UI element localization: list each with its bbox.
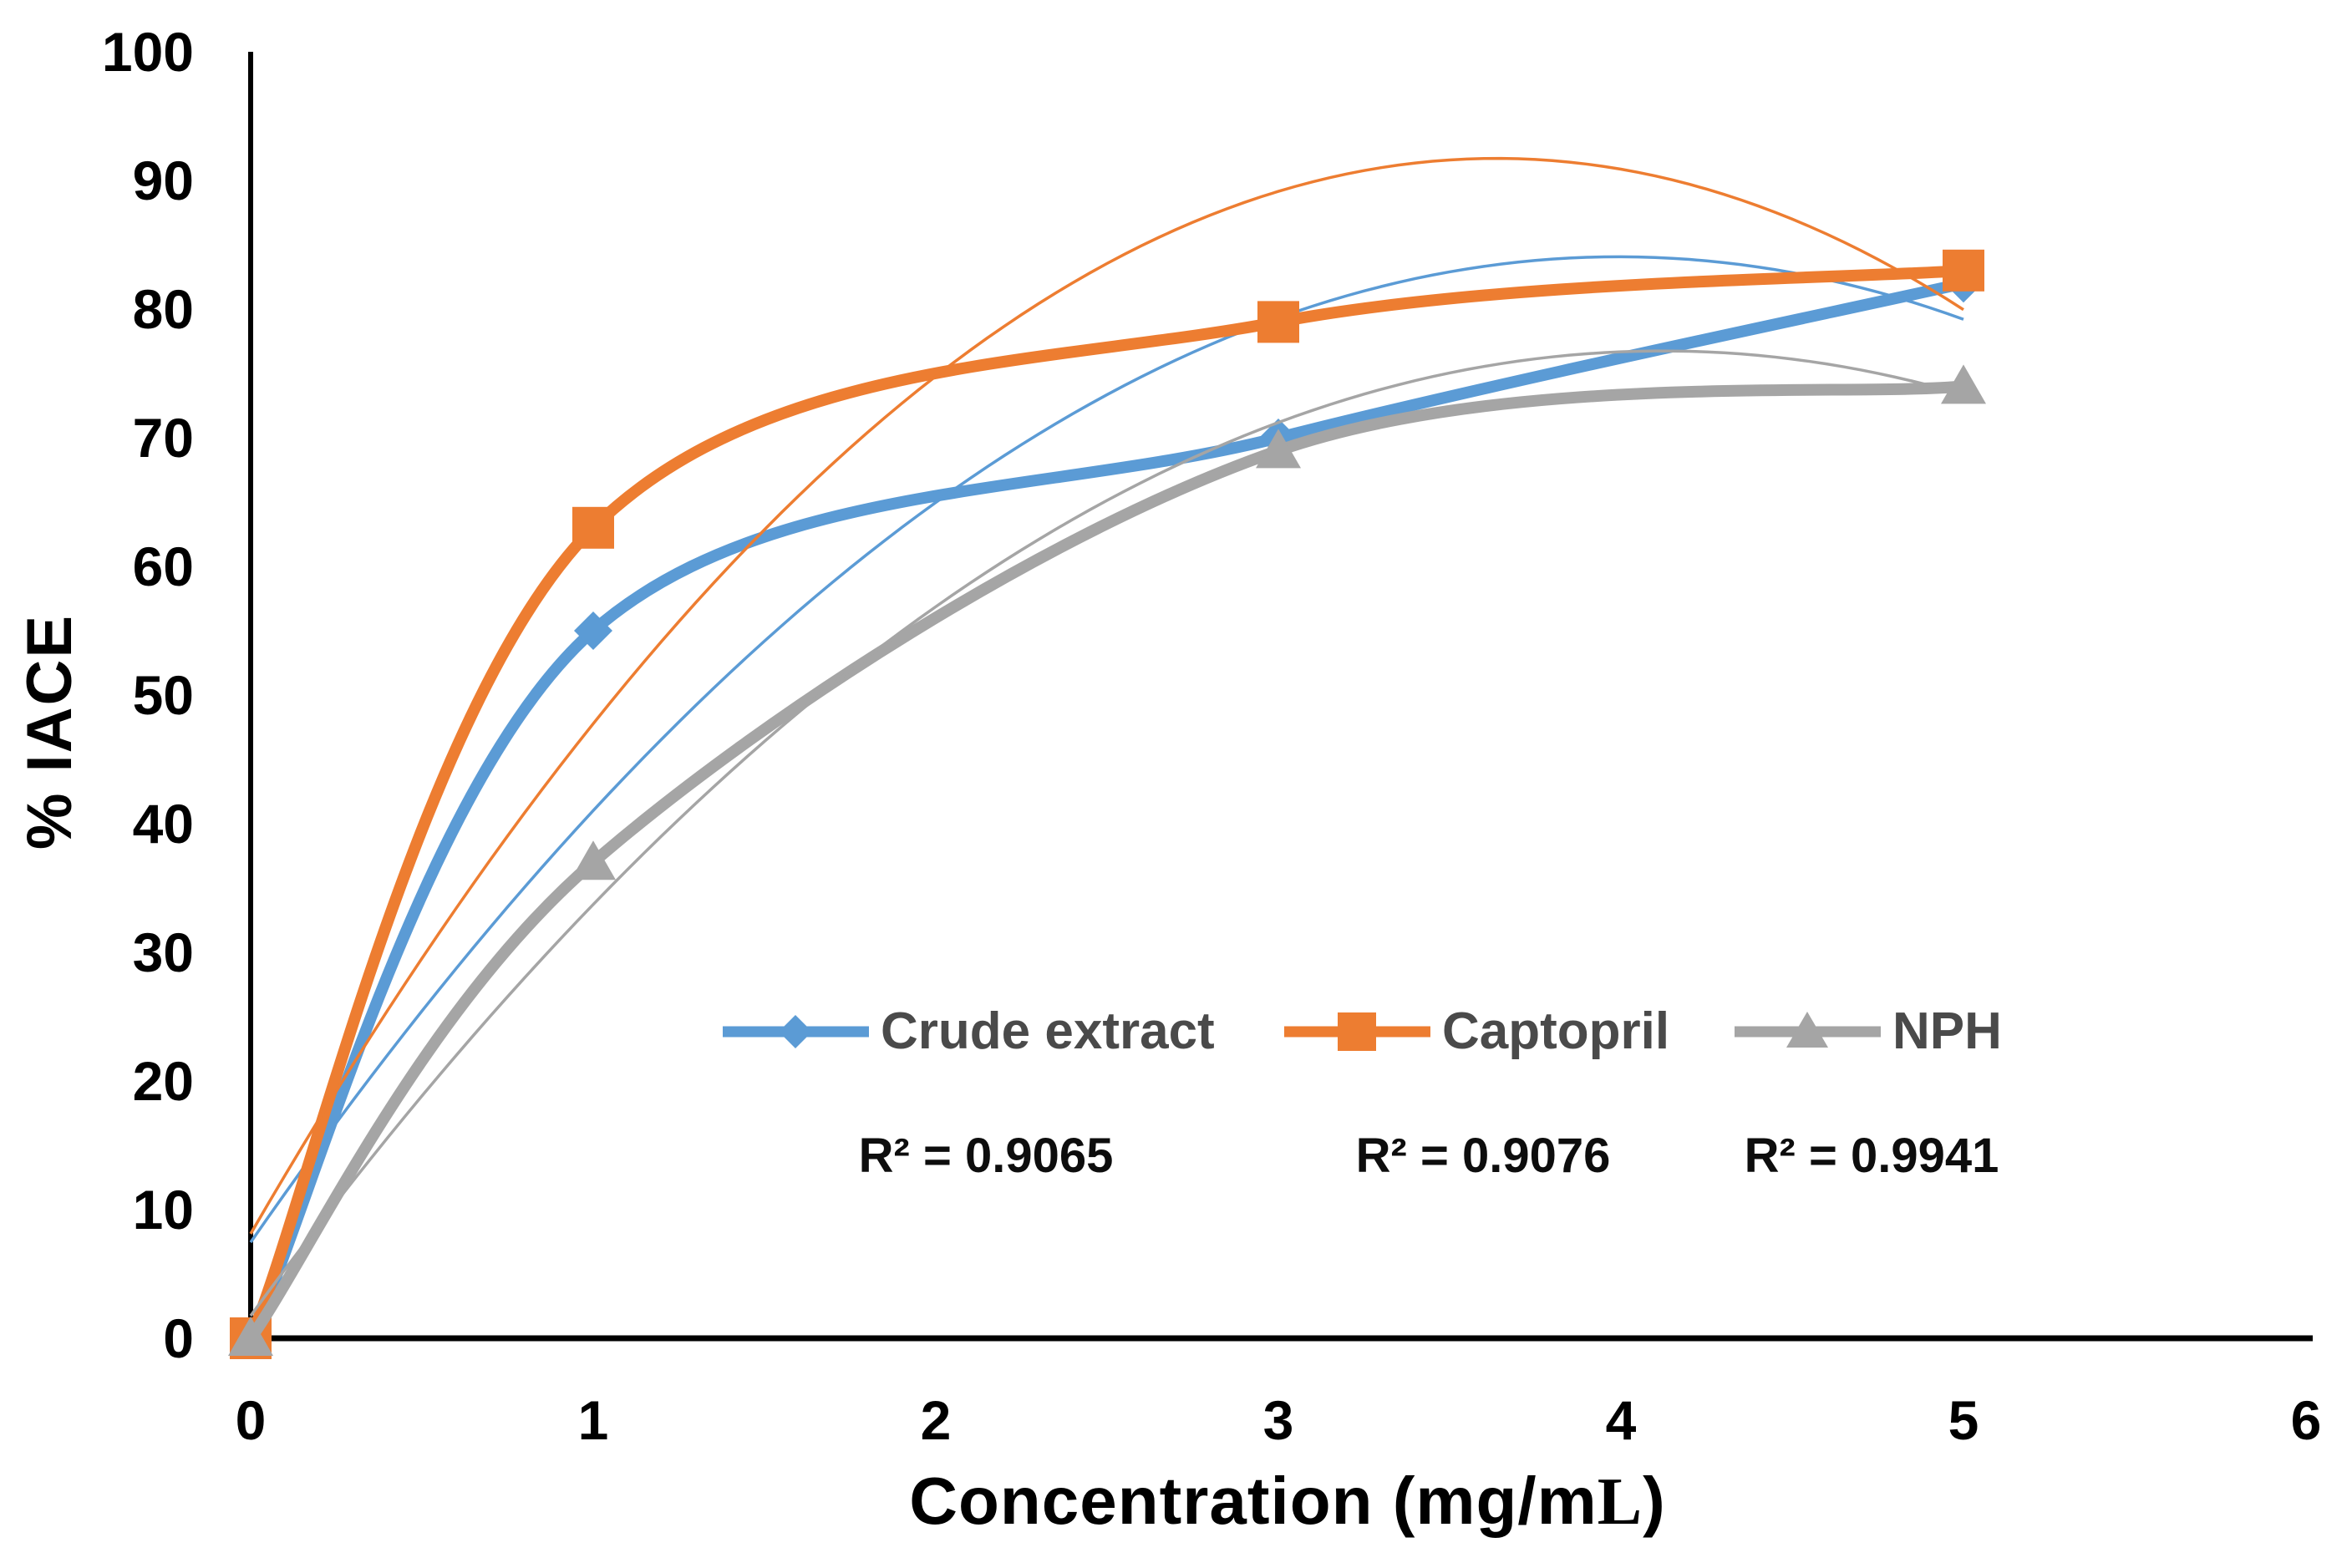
y-tick-label-90: 90 [132, 150, 194, 211]
y-tick-label-10: 10 [132, 1179, 194, 1241]
x-tick-label-3: 3 [1262, 1389, 1294, 1451]
x-axis-title-part: L [1597, 1465, 1643, 1539]
y-tick-label-100: 100 [101, 21, 194, 83]
marker-1-3 [1943, 249, 1984, 292]
trendline-0 [249, 255, 1964, 1244]
legend-label-nph: NPH [1892, 1002, 2002, 1060]
crude-extract-line-marker-icon [723, 1015, 869, 1048]
series-line-2 [245, 380, 1969, 1344]
marker-1-2 [1257, 301, 1299, 343]
trendline-2 [249, 349, 1964, 1317]
legend-item-nph: NPH [1735, 1005, 2002, 1058]
legend-item-crude-extract: Crude extract [723, 1005, 1215, 1058]
legend-marker [779, 1015, 812, 1048]
marker-2-2 [1256, 429, 1301, 469]
legend-label-crude-extract: Crude extract [881, 1002, 1215, 1060]
y-tick-label-50: 50 [132, 664, 194, 726]
y-tick-label-80: 80 [132, 278, 194, 340]
series-line-1 [245, 264, 1969, 1344]
x-axis-title: Concentration (mg/mL) [619, 1459, 1956, 1543]
r-squared-captopril: R² = 0.9076 [1355, 1129, 1611, 1183]
r-squared-nph: R² = 0.9941 [1744, 1129, 1999, 1183]
trendline-1 [249, 156, 1964, 1235]
legend-marker [1338, 1012, 1376, 1051]
x-axis-title-part: Concentration (mg/m [909, 1464, 1598, 1538]
x-axis-title-part: ) [1643, 1464, 1666, 1538]
x-tick-label-5: 5 [1948, 1389, 1979, 1451]
x-tick-label-1: 1 [577, 1389, 609, 1451]
x-tick-label-2: 2 [920, 1389, 952, 1451]
marker-1-1 [572, 506, 614, 549]
captopril-line-marker-icon [1284, 1012, 1430, 1051]
y-tick-label-30: 30 [132, 921, 194, 983]
legend-label-captopril: Captopril [1442, 1002, 1670, 1060]
marker-2-3 [1941, 364, 1986, 404]
y-tick-label-40: 40 [132, 793, 194, 855]
nph-line-marker-icon [1735, 1012, 1881, 1048]
y-tick-label-20: 20 [132, 1050, 194, 1112]
legend-item-captopril: Captopril [1284, 1005, 1669, 1058]
marker-2-1 [571, 840, 616, 880]
marker-2-0 [228, 1317, 273, 1356]
r-squared-crude-extract: R² = 0.9065 [858, 1129, 1114, 1183]
x-tick-label-0: 0 [235, 1389, 267, 1451]
marker-0-1 [574, 611, 612, 650]
y-tick-label-70: 70 [132, 407, 194, 469]
legend-marker [1786, 1012, 1828, 1048]
x-tick-label-4: 4 [1605, 1389, 1637, 1451]
y-tick-label-0: 0 [163, 1307, 194, 1369]
y-tick-label-60: 60 [132, 535, 194, 597]
x-tick-label-6: 6 [2290, 1389, 2322, 1451]
